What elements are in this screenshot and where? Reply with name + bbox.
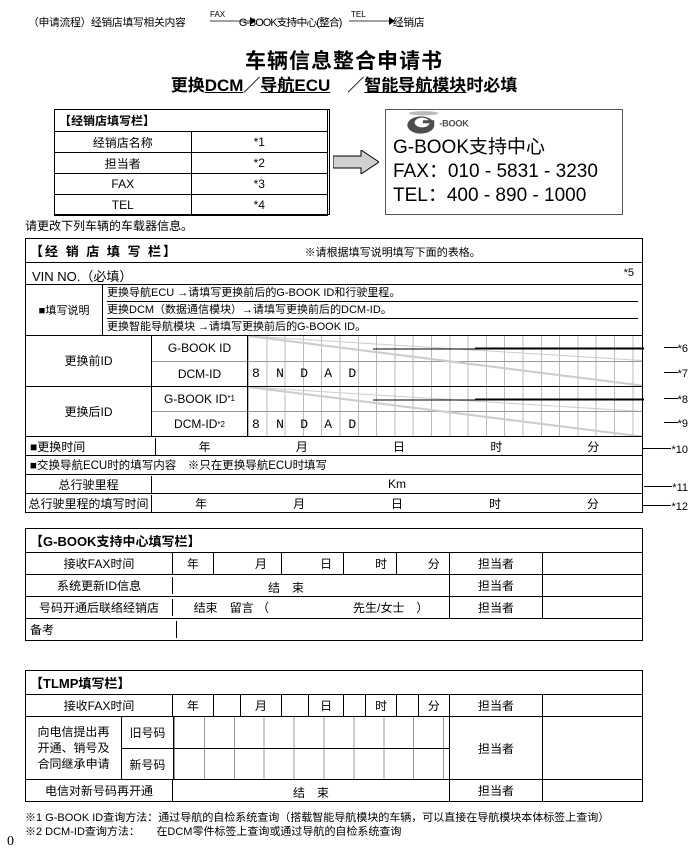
- svg-text:TEL: TEL: [351, 10, 366, 19]
- svg-text:-BOOK: -BOOK: [439, 119, 469, 129]
- svg-text:FAX: FAX: [210, 10, 226, 19]
